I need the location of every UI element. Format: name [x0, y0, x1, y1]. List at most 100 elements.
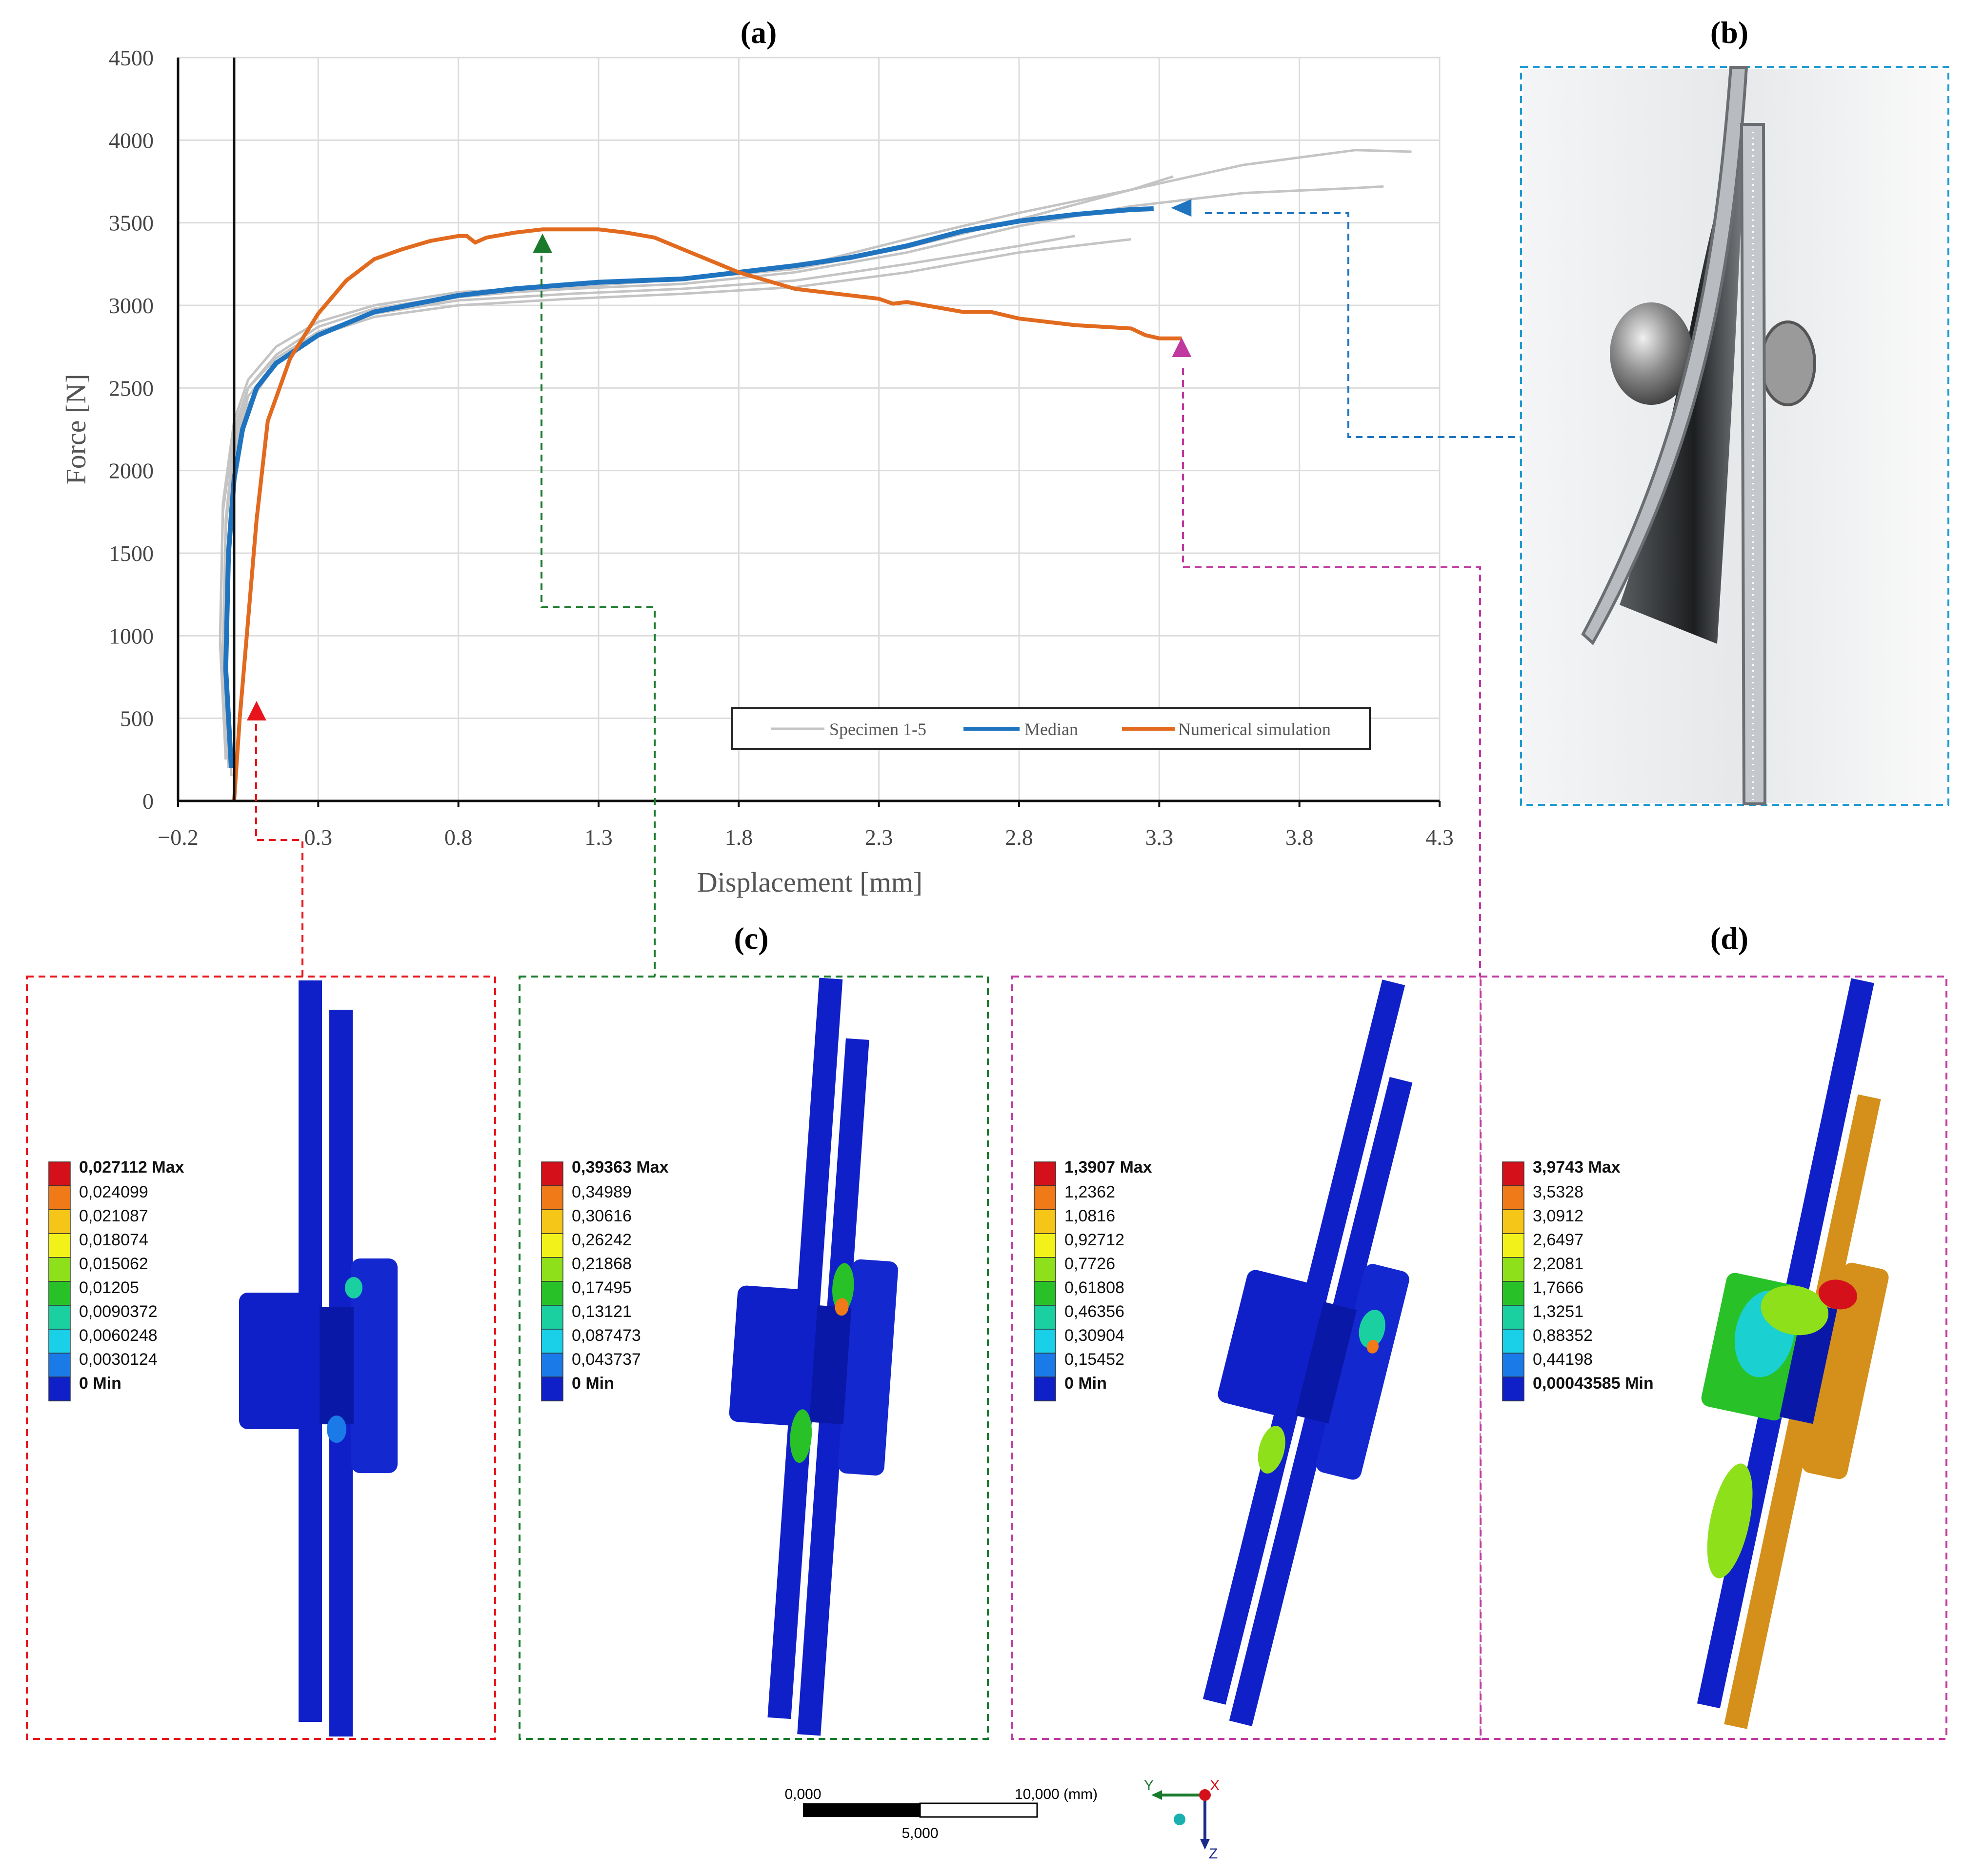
- fea-legend-swatch: [541, 1377, 563, 1401]
- chart-marker: [246, 701, 266, 721]
- fea-stress-hotspot: [327, 1416, 346, 1443]
- fea-legend-label: 0,88352: [1533, 1326, 1593, 1345]
- fea-legend-label: 0,018074: [79, 1231, 148, 1249]
- simulation-curve: [232, 227, 1182, 801]
- scale-bar-black: [803, 1803, 920, 1817]
- fea-legend-label: 0 Min: [1064, 1374, 1107, 1393]
- chart-marker: [533, 233, 553, 253]
- z-arrowhead: [1200, 1839, 1210, 1850]
- fea-stress-hotspot: [835, 1298, 849, 1316]
- fea-legend-swatch: [1034, 1209, 1056, 1234]
- panel-label-a: (a): [741, 15, 777, 50]
- fea-legend-label: 0,015062: [79, 1255, 148, 1273]
- fea-legend-swatch: [48, 1281, 71, 1306]
- fea-legend-label: 0,39363 Max: [572, 1158, 669, 1177]
- fea-legend-swatch: [48, 1377, 71, 1401]
- fea-legend-label: 0,0060248: [79, 1326, 158, 1345]
- fea-stress-hotspot: [790, 1409, 812, 1463]
- fea-legend-swatch: [1502, 1257, 1524, 1282]
- fea-panel: 1,3907 Max 1,2362 1,0816 0,92712 0,7726 0,618…: [1011, 976, 1482, 1740]
- fea-legend-swatch: [541, 1281, 563, 1306]
- fea-legend-label: 1,3907 Max: [1064, 1158, 1152, 1177]
- fea-rivet-head: [239, 1293, 322, 1429]
- y-tick-label: 4500: [109, 45, 154, 70]
- scale-bar-white: [919, 1802, 1038, 1818]
- fea-legend-label: 0,021087: [79, 1207, 148, 1225]
- fea-stress-hotspot: [832, 1263, 854, 1312]
- fea-legend-label: 0 Min: [572, 1374, 614, 1393]
- fea-legend-label: 0,087473: [572, 1326, 641, 1345]
- x-tick-label: 4.3: [1425, 825, 1454, 850]
- fea-legend-swatch: [1502, 1377, 1524, 1401]
- straight-sheet-right: [1740, 123, 1767, 805]
- fea-stress-hotspot: [1707, 1463, 1753, 1578]
- fea-rivet-head: [729, 1285, 821, 1427]
- fea-panels: 0,027112 Max 0,024099 0,021087 0,018074 0,01…: [26, 976, 1947, 1740]
- fea-legend-swatch: [541, 1161, 563, 1186]
- force-displacement-chart: −0.2 0.3 0.8 1.3 1.8 2.3 2.8 3.3 3.8 4.3 0 500 1000 1…: [60, 45, 1454, 898]
- fea-model: [1202, 979, 1413, 1727]
- fea-legend-swatch: [1502, 1281, 1524, 1306]
- fea-legend-swatch: [1034, 1161, 1056, 1186]
- fea-legend-swatch: [1034, 1305, 1056, 1330]
- legend-box: [731, 707, 1371, 750]
- scale-bar: 0,000 10,000 (mm) 5,000: [784, 1786, 1098, 1841]
- fea-legend-label: 0,26242: [572, 1231, 632, 1249]
- chart-legend: Specimen 1-5 Median Numerical simulation: [731, 707, 1371, 750]
- fea-legend-swatch: [1502, 1305, 1524, 1330]
- fea-model: [239, 980, 398, 1736]
- fea-panel: 0,027112 Max 0,024099 0,021087 0,018074 0,01…: [26, 976, 496, 1740]
- fea-legend-label: 2,2081: [1533, 1255, 1583, 1273]
- fea-legend-swatch: [1034, 1233, 1056, 1258]
- chart-markers: [246, 199, 1192, 721]
- legend-label-simulation: Numerical simulation: [1178, 719, 1331, 739]
- connector-lines: [255, 212, 1521, 977]
- fea-legend-swatch: [541, 1305, 563, 1330]
- y-axis-label: Force [N]: [60, 374, 92, 484]
- fea-legend-swatch: [1034, 1329, 1056, 1354]
- fea-legend-swatch: [48, 1185, 71, 1210]
- fea-legend-swatch: [1502, 1185, 1524, 1210]
- y-tick-label: 1000: [109, 623, 154, 648]
- origin-sphere: [1174, 1814, 1185, 1825]
- fea-legend-swatch: [541, 1233, 563, 1258]
- y-tick-label: 2000: [109, 459, 154, 483]
- x-axis-dot: [1199, 1789, 1211, 1801]
- fea-legend-label: 0,00043585 Min: [1533, 1374, 1654, 1393]
- specimen-photo-panel: [1520, 66, 1949, 806]
- fea-legend-label: 2,6497: [1533, 1231, 1583, 1249]
- median-curve: [223, 206, 1154, 768]
- x-tick-label: 0.3: [304, 825, 333, 850]
- fea-rivet-shank: [1295, 1301, 1357, 1424]
- fea-legend-swatch: [1034, 1281, 1056, 1306]
- fea-legend-label: 1,3251: [1533, 1302, 1583, 1321]
- fea-legend-label: 3,5328: [1533, 1183, 1583, 1201]
- y-tick-label: 500: [120, 706, 154, 731]
- data-curves: [219, 149, 1412, 801]
- fea-legend-label: 0,024099: [79, 1183, 148, 1201]
- fea-legend-label: 0,30616: [572, 1207, 632, 1225]
- fea-model: [729, 978, 898, 1736]
- fea-legend-swatch: [48, 1257, 71, 1282]
- fea-legend-label: 1,0816: [1064, 1207, 1115, 1225]
- x-tick-label: 0.8: [444, 825, 473, 850]
- fea-legend-swatch: [48, 1161, 71, 1186]
- fea-legend-label: 0,0030124: [79, 1350, 158, 1369]
- fea-stress-hotspot: [345, 1277, 362, 1298]
- fea-legend-label: 1,7666: [1533, 1278, 1583, 1297]
- x-tick-label: 1.8: [725, 825, 753, 850]
- fea-legend-swatch: [1034, 1185, 1056, 1210]
- fea-legend-swatch: [48, 1209, 71, 1234]
- connector-magenta: [1182, 368, 1481, 977]
- coordinate-triad-icon: Y X Z: [1144, 1777, 1220, 1862]
- y-tick-label: 3000: [109, 293, 154, 318]
- y-tick-label: 0: [142, 789, 154, 814]
- connector-red: [255, 712, 303, 977]
- specimen-curve: [221, 238, 1132, 768]
- x-tick-label: 3.3: [1145, 825, 1174, 850]
- fea-legend-label: 0,15452: [1064, 1350, 1124, 1369]
- fea-legend-label: 1,2362: [1064, 1183, 1115, 1201]
- fea-legend-label: 0,46356: [1064, 1302, 1124, 1321]
- fea-legend-label: 0,30904: [1064, 1326, 1124, 1345]
- fea-legend-label: 3,0912: [1533, 1207, 1583, 1225]
